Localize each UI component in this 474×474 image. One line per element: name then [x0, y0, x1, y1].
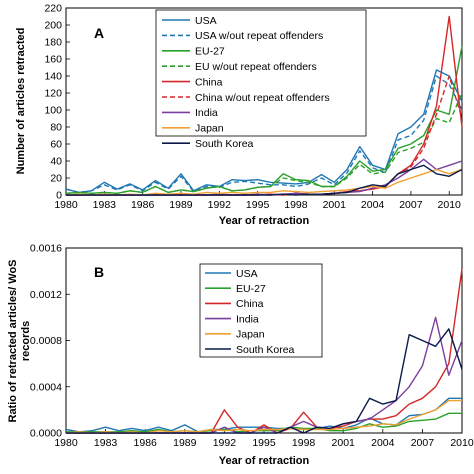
x-tick-label: 2001: [323, 199, 347, 211]
panel-b-y-ticks: 0.0000 0.0004 0.0008 0.0012 0.0016: [30, 243, 70, 440]
panel-b-label: B: [94, 264, 104, 280]
x-tick-label: 1983: [94, 437, 118, 449]
x-tick-label: 1983: [93, 199, 117, 211]
panel-b-x-ticks: 1980 1983 1986 1989 1992 1995 1998 2001 2004 2007…: [54, 429, 474, 449]
x-tick-label: 1986: [134, 437, 158, 449]
y-tick-label: 160: [44, 54, 62, 66]
legend-label-china: China: [236, 298, 264, 310]
y-tick-label: 0.0016: [30, 243, 62, 255]
panel-a-series: [65, 15, 463, 196]
y-tick-label: 0.0000: [30, 428, 62, 440]
series-line-usa: [65, 69, 463, 194]
panel-a-x-ticks: 1980 1983 1986 1989 1992 1995 1998 2001 2004 2007…: [54, 191, 461, 211]
y-tick-label: 180: [44, 37, 62, 49]
x-tick-label: 1986: [131, 199, 155, 211]
legend-label-usa: USA: [236, 268, 258, 280]
legend-label-india: India: [195, 107, 218, 119]
x-tick-label: 2007: [411, 437, 435, 449]
panel-a-y-axis-label: Number of articles retracted: [15, 28, 27, 175]
legend-label-india: India: [236, 313, 259, 325]
x-tick-label: 1998: [284, 199, 308, 211]
x-tick-label: 2004: [361, 199, 385, 211]
legend-label-eu-27: EU-27: [195, 46, 225, 58]
series-line-japan: [65, 399, 462, 434]
x-tick-label: 1989: [173, 437, 197, 449]
legend-label-china: China: [195, 76, 223, 88]
y-tick-label: 20: [50, 173, 62, 185]
y-tick-label: 140: [44, 71, 62, 83]
x-tick-label: 2010: [438, 199, 462, 211]
series-line-south-korea: [66, 164, 463, 196]
y-tick-label: 0: [56, 190, 62, 202]
series-line-eu-w-out-repeat-offenders: [65, 92, 463, 195]
legend-label-south-korea: South Korea: [195, 138, 254, 150]
x-tick-label: 2010: [450, 437, 474, 449]
y-tick-label: 0.0004: [30, 381, 62, 393]
legend-label-south-korea: South Korea: [236, 344, 295, 356]
panel-b-legend-box: [199, 263, 323, 358]
series-line-south-korea: [66, 328, 463, 434]
panel-a-legend: USA USA w/out repeat offenders EU-27 EU w/o…: [155, 9, 367, 150]
panel-b-y-axis-label: Ratio of retracted articles/ WoSrecords: [7, 259, 32, 422]
legend-label-usa-w-out-repeat-offenders: USA w/out repeat offenders: [195, 30, 323, 42]
x-tick-label: 1995: [246, 199, 270, 211]
panel-a-y-ticks: 0 20 40 60 80 100 120 140 160 180 200 220: [44, 3, 70, 202]
legend-label-eu-27: EU-27: [236, 283, 266, 295]
legend-label-eu-w-out-repeat-offenders: EU w/out repeat offenders: [195, 61, 317, 73]
panel-b-series: [65, 268, 463, 434]
x-tick-label: 1989: [169, 199, 193, 211]
panel-a-label: A: [94, 25, 104, 41]
panel-b-x-axis-label: Year of retraction: [219, 455, 310, 467]
legend-label-japan: Japan: [195, 123, 224, 135]
panel-b-legend: USA EU-27 China India Japan South Korea: [199, 263, 323, 358]
x-tick-label: 2004: [371, 437, 395, 449]
x-tick-label: 1995: [252, 437, 276, 449]
series-line-india: [66, 158, 463, 196]
series-line-eu-27: [66, 412, 462, 433]
x-tick-label: 1980: [54, 437, 78, 449]
y-tick-label: 220: [44, 3, 62, 15]
y-tick-label: 100: [44, 105, 62, 117]
legend-label-usa: USA: [195, 15, 217, 27]
x-tick-label: 2007: [399, 199, 423, 211]
panel-a-x-axis-label: Year of retraction: [219, 215, 310, 227]
y-tick-label: 120: [44, 88, 62, 100]
y-tick-label: 0.0012: [30, 289, 62, 301]
legend-label-china-w-out-repeat-offenders: China w/out repeat offenders: [195, 92, 330, 104]
y-tick-label: 40: [50, 156, 62, 168]
y-tick-label: 200: [44, 20, 62, 32]
x-tick-label: 2001: [332, 437, 356, 449]
x-tick-label: 1998: [292, 437, 316, 449]
legend-label-japan: Japan: [236, 329, 265, 341]
y-tick-label: 60: [50, 139, 62, 151]
x-tick-label: 1980: [54, 199, 78, 211]
series-line-usa-w-out-repeat-offenders: [65, 75, 463, 194]
x-tick-label: 1992: [208, 199, 232, 211]
panel-a-legend-box: [155, 9, 367, 137]
y-tick-label: 80: [50, 122, 62, 134]
y-tick-label: 0.0008: [30, 335, 62, 347]
x-tick-label: 1992: [213, 437, 237, 449]
